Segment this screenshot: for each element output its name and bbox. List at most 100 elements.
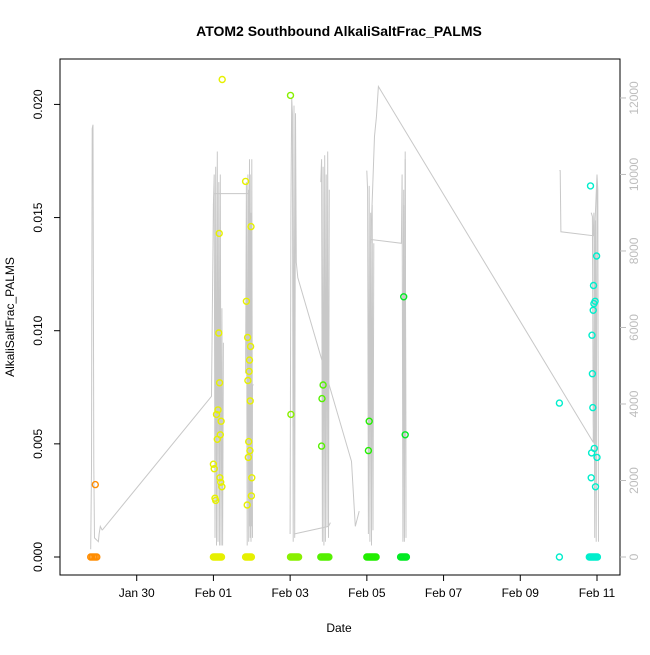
data-point (365, 417, 373, 425)
data-point (401, 431, 409, 439)
y2-tick-label: 10000 (627, 157, 641, 191)
data-point (294, 553, 303, 561)
data-point (241, 177, 250, 186)
x-tick-label: Feb 01 (195, 586, 233, 600)
data-point (590, 444, 598, 453)
data-point (209, 460, 218, 468)
data-point (215, 329, 223, 337)
y2-tick-label: 6000 (627, 314, 641, 341)
data-point (215, 379, 224, 387)
data-point (211, 496, 220, 505)
x-axis-label: Date (326, 621, 352, 635)
data-point (212, 410, 221, 419)
data-point (242, 297, 251, 305)
chart-title: ATOM2 Southbound AlkaliSaltFrac_PALMS (196, 23, 482, 39)
y2-tick-label: 8000 (627, 237, 641, 264)
y2-tick-label: 2000 (627, 467, 641, 494)
data-point (247, 492, 256, 500)
data-point (325, 553, 333, 561)
y-axis-label: AlkaliSaltFrac_PALMS (3, 257, 17, 377)
data-point (400, 293, 408, 301)
data-point (248, 474, 256, 482)
data-point (592, 252, 601, 260)
data-point (214, 406, 222, 414)
data-point (217, 417, 225, 425)
altitude-trace-layer (90, 84, 599, 550)
data-point (319, 381, 327, 389)
altitude-trace-line (320, 151, 330, 546)
data-point (286, 91, 295, 100)
data-point (244, 437, 253, 446)
data-point (93, 553, 101, 561)
y-tick-label: 0.010 (31, 315, 45, 345)
data-point (593, 453, 601, 462)
x-tick-label: Feb 05 (348, 586, 386, 600)
data-point (589, 403, 597, 412)
data-point (216, 431, 225, 439)
data-point (216, 478, 225, 486)
data-point (218, 483, 226, 491)
data-point (589, 306, 597, 314)
data-point (318, 394, 326, 403)
data-point (217, 553, 226, 561)
y2-tick-label: 12000 (627, 81, 641, 115)
y-tick-label: 0.020 (31, 89, 45, 119)
data-point (243, 333, 252, 342)
data-point (244, 453, 253, 462)
data-point (246, 397, 254, 405)
data-point (245, 367, 253, 376)
y-tick-label: 0.015 (31, 202, 45, 232)
y-axis-right: 0 2000 4000 6000 8000 10000 12000 (620, 81, 641, 560)
data-point (588, 370, 597, 378)
data-point (402, 553, 411, 561)
data-point (555, 553, 564, 561)
altitude-trace-line (559, 170, 599, 542)
y2-tick-label: 0 (627, 553, 641, 560)
data-point (247, 553, 256, 561)
data-point (246, 446, 254, 455)
altitude-trace-line (101, 151, 224, 546)
data-point (218, 75, 226, 84)
altitude-trace-line (590, 212, 595, 443)
plot-area-border (59, 58, 621, 576)
data-point (215, 229, 223, 238)
altitude-trace-line (90, 124, 103, 550)
y-tick-label: 0.000 (31, 542, 45, 572)
data-point (210, 465, 218, 473)
y-axis-left: 0.000 0.005 0.010 0.015 0.020 (31, 89, 60, 572)
data-point (246, 342, 255, 351)
data-point (287, 410, 295, 419)
data-point (593, 553, 602, 561)
data-point (364, 446, 373, 455)
data-points-layer (86, 75, 602, 561)
data-point (587, 474, 595, 482)
altitude-trace-line (370, 151, 407, 542)
x-tick-label: Jan 30 (119, 586, 155, 600)
data-point (243, 501, 251, 509)
x-tick-label: Feb 11 (579, 586, 616, 600)
x-tick-label: Feb 03 (271, 586, 309, 600)
y-tick-label: 0.005 (31, 429, 45, 459)
data-point (591, 483, 600, 491)
data-point (589, 281, 598, 290)
altitude-trace-line (366, 170, 375, 546)
data-point (586, 182, 595, 190)
x-axis: Jan 30 Feb 01 Feb 03 Feb 05 Feb 07 Feb 09 Feb … (119, 575, 616, 600)
data-point (372, 553, 380, 561)
data-point (216, 474, 224, 482)
data-point (244, 376, 252, 385)
data-point (591, 297, 599, 305)
data-point (555, 399, 564, 407)
x-tick-label: Feb 07 (425, 586, 463, 600)
data-point (91, 480, 100, 489)
data-point (588, 331, 596, 339)
data-point (317, 442, 326, 450)
altitude-trace-line (245, 159, 254, 546)
x-tick-label: Feb 09 (502, 586, 540, 600)
altitude-trace-line (402, 159, 407, 542)
data-point (245, 356, 254, 364)
y2-tick-label: 4000 (627, 390, 641, 417)
data-point (247, 222, 255, 231)
